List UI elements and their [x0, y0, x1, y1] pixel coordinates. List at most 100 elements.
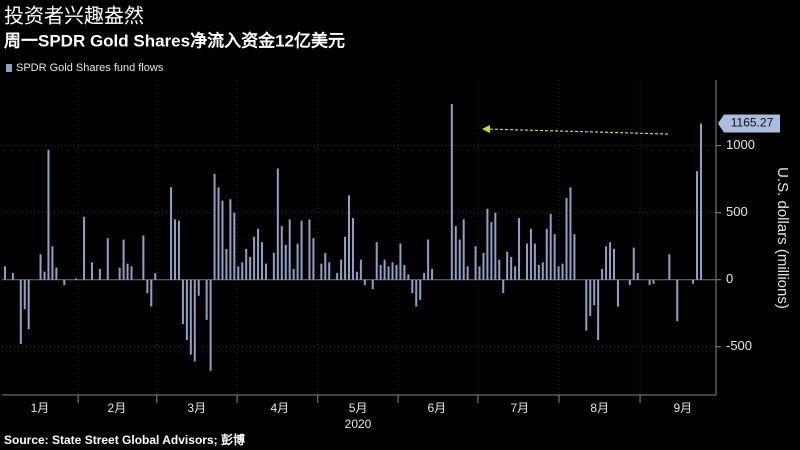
bar: [253, 236, 256, 280]
bar: [518, 218, 521, 280]
bar: [359, 259, 362, 280]
bar: [407, 274, 410, 280]
chart-title: 投资者兴趣盎然: [4, 4, 144, 27]
bar: [415, 279, 418, 307]
bar: [371, 279, 374, 290]
bar: [696, 171, 699, 280]
bar: [213, 173, 216, 280]
bar: [490, 222, 493, 280]
bar: [355, 271, 358, 280]
bar: [525, 243, 528, 280]
bar: [146, 279, 149, 294]
bar: [605, 246, 608, 280]
bar: [636, 273, 639, 280]
bar: [225, 248, 228, 280]
bar: [154, 273, 157, 280]
bar: [462, 219, 465, 280]
x-tick-label: 6月: [427, 401, 446, 415]
bar: [237, 266, 240, 280]
bar: [541, 262, 544, 280]
bar: [177, 220, 180, 280]
bar: [312, 238, 315, 280]
bar: [474, 246, 477, 280]
bar: [257, 228, 260, 280]
bar: [193, 279, 196, 362]
bar: [106, 238, 109, 280]
bar: [118, 267, 121, 280]
bar: [174, 219, 177, 280]
annotation-arrow: [485, 128, 669, 135]
bar: [276, 168, 279, 280]
bar: [328, 262, 331, 280]
bar: [597, 279, 600, 341]
bar: [411, 279, 414, 294]
x-tick-label: 2月: [108, 401, 127, 415]
x-tick-label: 8月: [590, 401, 609, 415]
bar: [181, 279, 184, 324]
bar: [185, 279, 188, 341]
bar: [561, 263, 564, 280]
bar: [90, 262, 93, 280]
bar: [233, 212, 236, 280]
bar: [363, 279, 366, 286]
bar: [565, 197, 568, 280]
bar: [23, 279, 26, 310]
bar: [249, 256, 252, 280]
bar: [27, 279, 30, 330]
bar: [391, 262, 394, 280]
value-label-box: [718, 114, 780, 133]
bar: [533, 243, 536, 280]
bar: [699, 123, 702, 280]
y-tick-label: -500: [726, 338, 752, 353]
bar: [403, 264, 406, 280]
bar: [529, 228, 532, 280]
bar: [241, 262, 244, 280]
bar: [308, 219, 311, 280]
bar: [264, 263, 267, 280]
value-label: 1165.27: [731, 116, 774, 130]
bar: [19, 279, 22, 345]
bar: [344, 236, 347, 280]
bar: [549, 214, 552, 280]
chart-subtitle: 周一SPDR Gold Shares净流入资金12亿美元: [4, 30, 345, 50]
bar: [573, 234, 576, 280]
bar: [379, 264, 382, 280]
bar: [98, 269, 101, 280]
bar: [514, 266, 517, 280]
bar: [506, 251, 509, 280]
bar: [652, 279, 655, 284]
x-tick-label: 7月: [511, 401, 530, 415]
y-tick-label: 500: [726, 204, 748, 219]
y-tick-label: 1000: [726, 137, 755, 152]
bar: [502, 279, 505, 294]
bar: [47, 149, 50, 280]
bar: [498, 259, 501, 280]
bar: [648, 279, 651, 286]
bar: [478, 266, 481, 280]
legend-label: SPDR Gold Shares fund flows: [16, 62, 164, 74]
bar: [197, 279, 200, 296]
bar: [395, 264, 398, 280]
x-tick-label: 1月: [31, 401, 50, 415]
bar: [245, 248, 248, 280]
bar: [423, 273, 426, 280]
bar: [612, 248, 615, 280]
bar: [668, 254, 671, 280]
bar: [545, 228, 548, 280]
bar: [557, 266, 560, 280]
x-tick-label: 9月: [673, 401, 692, 415]
source: Source: State Street Global Advisors; 彭博: [4, 432, 245, 447]
bar: [419, 279, 422, 300]
bar: [676, 279, 679, 322]
bar: [288, 219, 291, 280]
bar: [537, 264, 540, 280]
bar: [43, 271, 46, 280]
bar: [553, 234, 556, 280]
bar: [11, 273, 14, 280]
bar: [324, 252, 327, 280]
bar: [284, 244, 287, 280]
bar: [122, 239, 125, 280]
arrow-head: [482, 125, 490, 133]
